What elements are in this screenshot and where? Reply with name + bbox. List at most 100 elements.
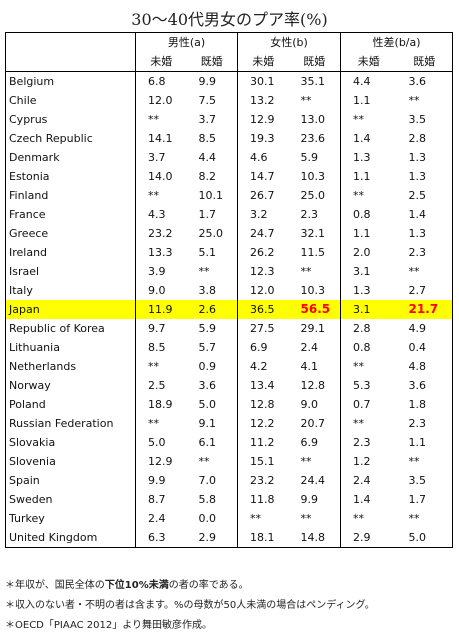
value-cell: 3.1: [340, 262, 397, 281]
value-cell: 14.1: [135, 129, 187, 148]
value-cell: 3.8: [198, 284, 217, 297]
value-cell: 27.5: [237, 319, 289, 338]
data-row: Turkey 2.4 0.0 ** ** ** **: [6, 509, 453, 528]
value-cell: 4.8: [408, 360, 427, 373]
value-cell: **: [408, 512, 420, 525]
value-cell: 1.4: [340, 490, 397, 509]
value-cell: 4.3: [135, 205, 187, 224]
value-cell: 2.3: [340, 433, 397, 452]
subheader: 既婚: [186, 52, 238, 72]
data-row: Cyprus ** 3.7 12.9 13.0 ** 3.5: [6, 110, 453, 129]
value-cell: 2.4: [340, 471, 397, 490]
data-row: Republic of Korea 9.7 5.9 27.5 29.1 2.8 4.9: [6, 319, 453, 338]
footnote: ＊OECD「PIAAC 2012」より舞田敏彦作成。: [5, 616, 375, 636]
value-cell: 2.7: [408, 284, 427, 297]
value-cell: 2.8: [340, 319, 397, 338]
footnote: ＊年収が、国民全体の下位10%未満の者の率である。: [5, 576, 375, 596]
value-cell: 0.9: [198, 360, 217, 373]
value-cell: 8.5: [135, 338, 187, 357]
title: 30～40代男女のプア率(%): [131, 10, 328, 29]
value-cell: **: [237, 509, 289, 528]
value-cell: 4.4: [340, 71, 397, 91]
data-row: Sweden 8.7 5.8 11.8 9.9 1.4 1.7: [6, 490, 453, 509]
value-cell: **: [135, 414, 187, 433]
data-row: Slovakia 5.0 6.1 11.2 6.9 2.3 1.1: [6, 433, 453, 452]
value-cell: 12.2: [237, 414, 289, 433]
value-cell: 4.4: [198, 151, 217, 164]
country: Japan: [9, 303, 40, 316]
group-header: 男性(a): [134, 32, 238, 52]
value-cell: 12.0: [135, 91, 187, 110]
value-cell: 24.4: [300, 474, 326, 487]
value-cell: 1.7: [408, 493, 427, 506]
value-cell: 13.4: [237, 376, 289, 395]
data-row: Denmark 3.7 4.4 4.6 5.9 1.3 1.3: [6, 148, 453, 167]
group-header-row: 男性(a) 女性(b) 性差(b/a): [6, 32, 453, 52]
value-cell: 14.8: [300, 531, 326, 544]
value-cell: 1.1: [408, 436, 427, 449]
value-cell: **: [135, 357, 187, 376]
footnotes: ＊年収が、国民全体の下位10%未満の者の率である。 ＊収入のない者・不明の者は含ま…: [5, 576, 375, 636]
country: Greece: [9, 227, 49, 240]
value-cell: 9.1: [198, 417, 217, 430]
value-cell: **: [300, 455, 312, 468]
value-cell: 2.4: [135, 509, 187, 528]
country: Lithuania: [9, 341, 60, 354]
value-cell: 2.3: [408, 246, 427, 259]
data-row: Lithuania 8.5 5.7 6.9 2.4 0.8 0.4: [6, 338, 453, 357]
footnote-text: ＊収入のない者・不明の者は含ます。%の母数が50人未満の場合はペンディング。: [5, 600, 375, 611]
value-cell: 4.1: [300, 360, 319, 373]
data-row: Israel 3.9 ** 12.3 ** 3.1 **: [6, 262, 453, 281]
data-row: Slovenia 12.9 ** 15.1 ** 1.2 **: [6, 452, 453, 471]
value-cell: 2.5: [408, 189, 427, 202]
subheader: 未婚: [135, 52, 187, 72]
value-cell: 3.6: [408, 75, 427, 88]
country: Turkey: [9, 512, 45, 525]
data-row: Finland ** 10.1 26.7 25.0 ** 2.5: [6, 186, 453, 205]
value-cell: 1.4: [408, 208, 427, 221]
value-cell: 25.0: [300, 189, 326, 202]
value-cell: **: [340, 186, 397, 205]
value-cell: 18.9: [135, 395, 187, 414]
value-cell: 8.5: [198, 132, 217, 145]
value-cell: 10.3: [300, 170, 326, 183]
value-cell: **: [300, 94, 312, 107]
value-cell: 6.9: [237, 338, 289, 357]
value-cell: 2.3: [300, 208, 319, 221]
value-cell: **: [135, 186, 187, 205]
value-cell: 9.9: [300, 493, 319, 506]
value-cell: **: [408, 94, 420, 107]
value-cell: 11.8: [237, 490, 289, 509]
data-row: Russian Federation ** 9.1 12.2 20.7 ** 2.3: [6, 414, 453, 433]
value-cell: 20.7: [300, 417, 326, 430]
data-row: Chile 12.0 7.5 13.2 ** 1.1 **: [6, 91, 453, 110]
value-cell: 7.5: [198, 94, 217, 107]
country: Cyprus: [9, 113, 48, 126]
country: Slovenia: [9, 455, 56, 468]
country: Czech Republic: [9, 132, 93, 145]
value-cell: 11.9: [135, 300, 187, 319]
value-cell: 13.3: [135, 243, 187, 262]
footnote-text: ＊年収が、国民全体の: [5, 580, 105, 591]
value-cell: 19.3: [237, 129, 289, 148]
value-cell: 3.1: [340, 300, 397, 319]
country: United Kingdom: [9, 531, 98, 544]
value-cell: 3.5: [408, 474, 427, 487]
value-cell: 1.1: [340, 224, 397, 243]
value-cell: 9.9: [135, 471, 187, 490]
value-cell: 0.8: [340, 205, 397, 224]
value-cell: 3.9: [135, 262, 187, 281]
footnote-text: ＊OECD「PIAAC 2012」より舞田敏彦作成。: [5, 620, 213, 631]
value-cell: 5.9: [198, 322, 217, 335]
value-cell: 29.1: [300, 322, 326, 335]
value-cell: 1.3: [408, 227, 427, 240]
value-cell: 3.6: [408, 379, 427, 392]
value-cell: 12.3: [237, 262, 289, 281]
country: Belgium: [9, 75, 55, 88]
footnote: ＊収入のない者・不明の者は含ます。%の母数が50人未満の場合はペンディング。: [5, 596, 375, 616]
value-cell: 12.8: [237, 395, 289, 414]
value-cell: 1.7: [198, 208, 217, 221]
value-cell: 21.7: [408, 302, 439, 316]
footnote-text: 下位10%未満: [104, 580, 169, 591]
